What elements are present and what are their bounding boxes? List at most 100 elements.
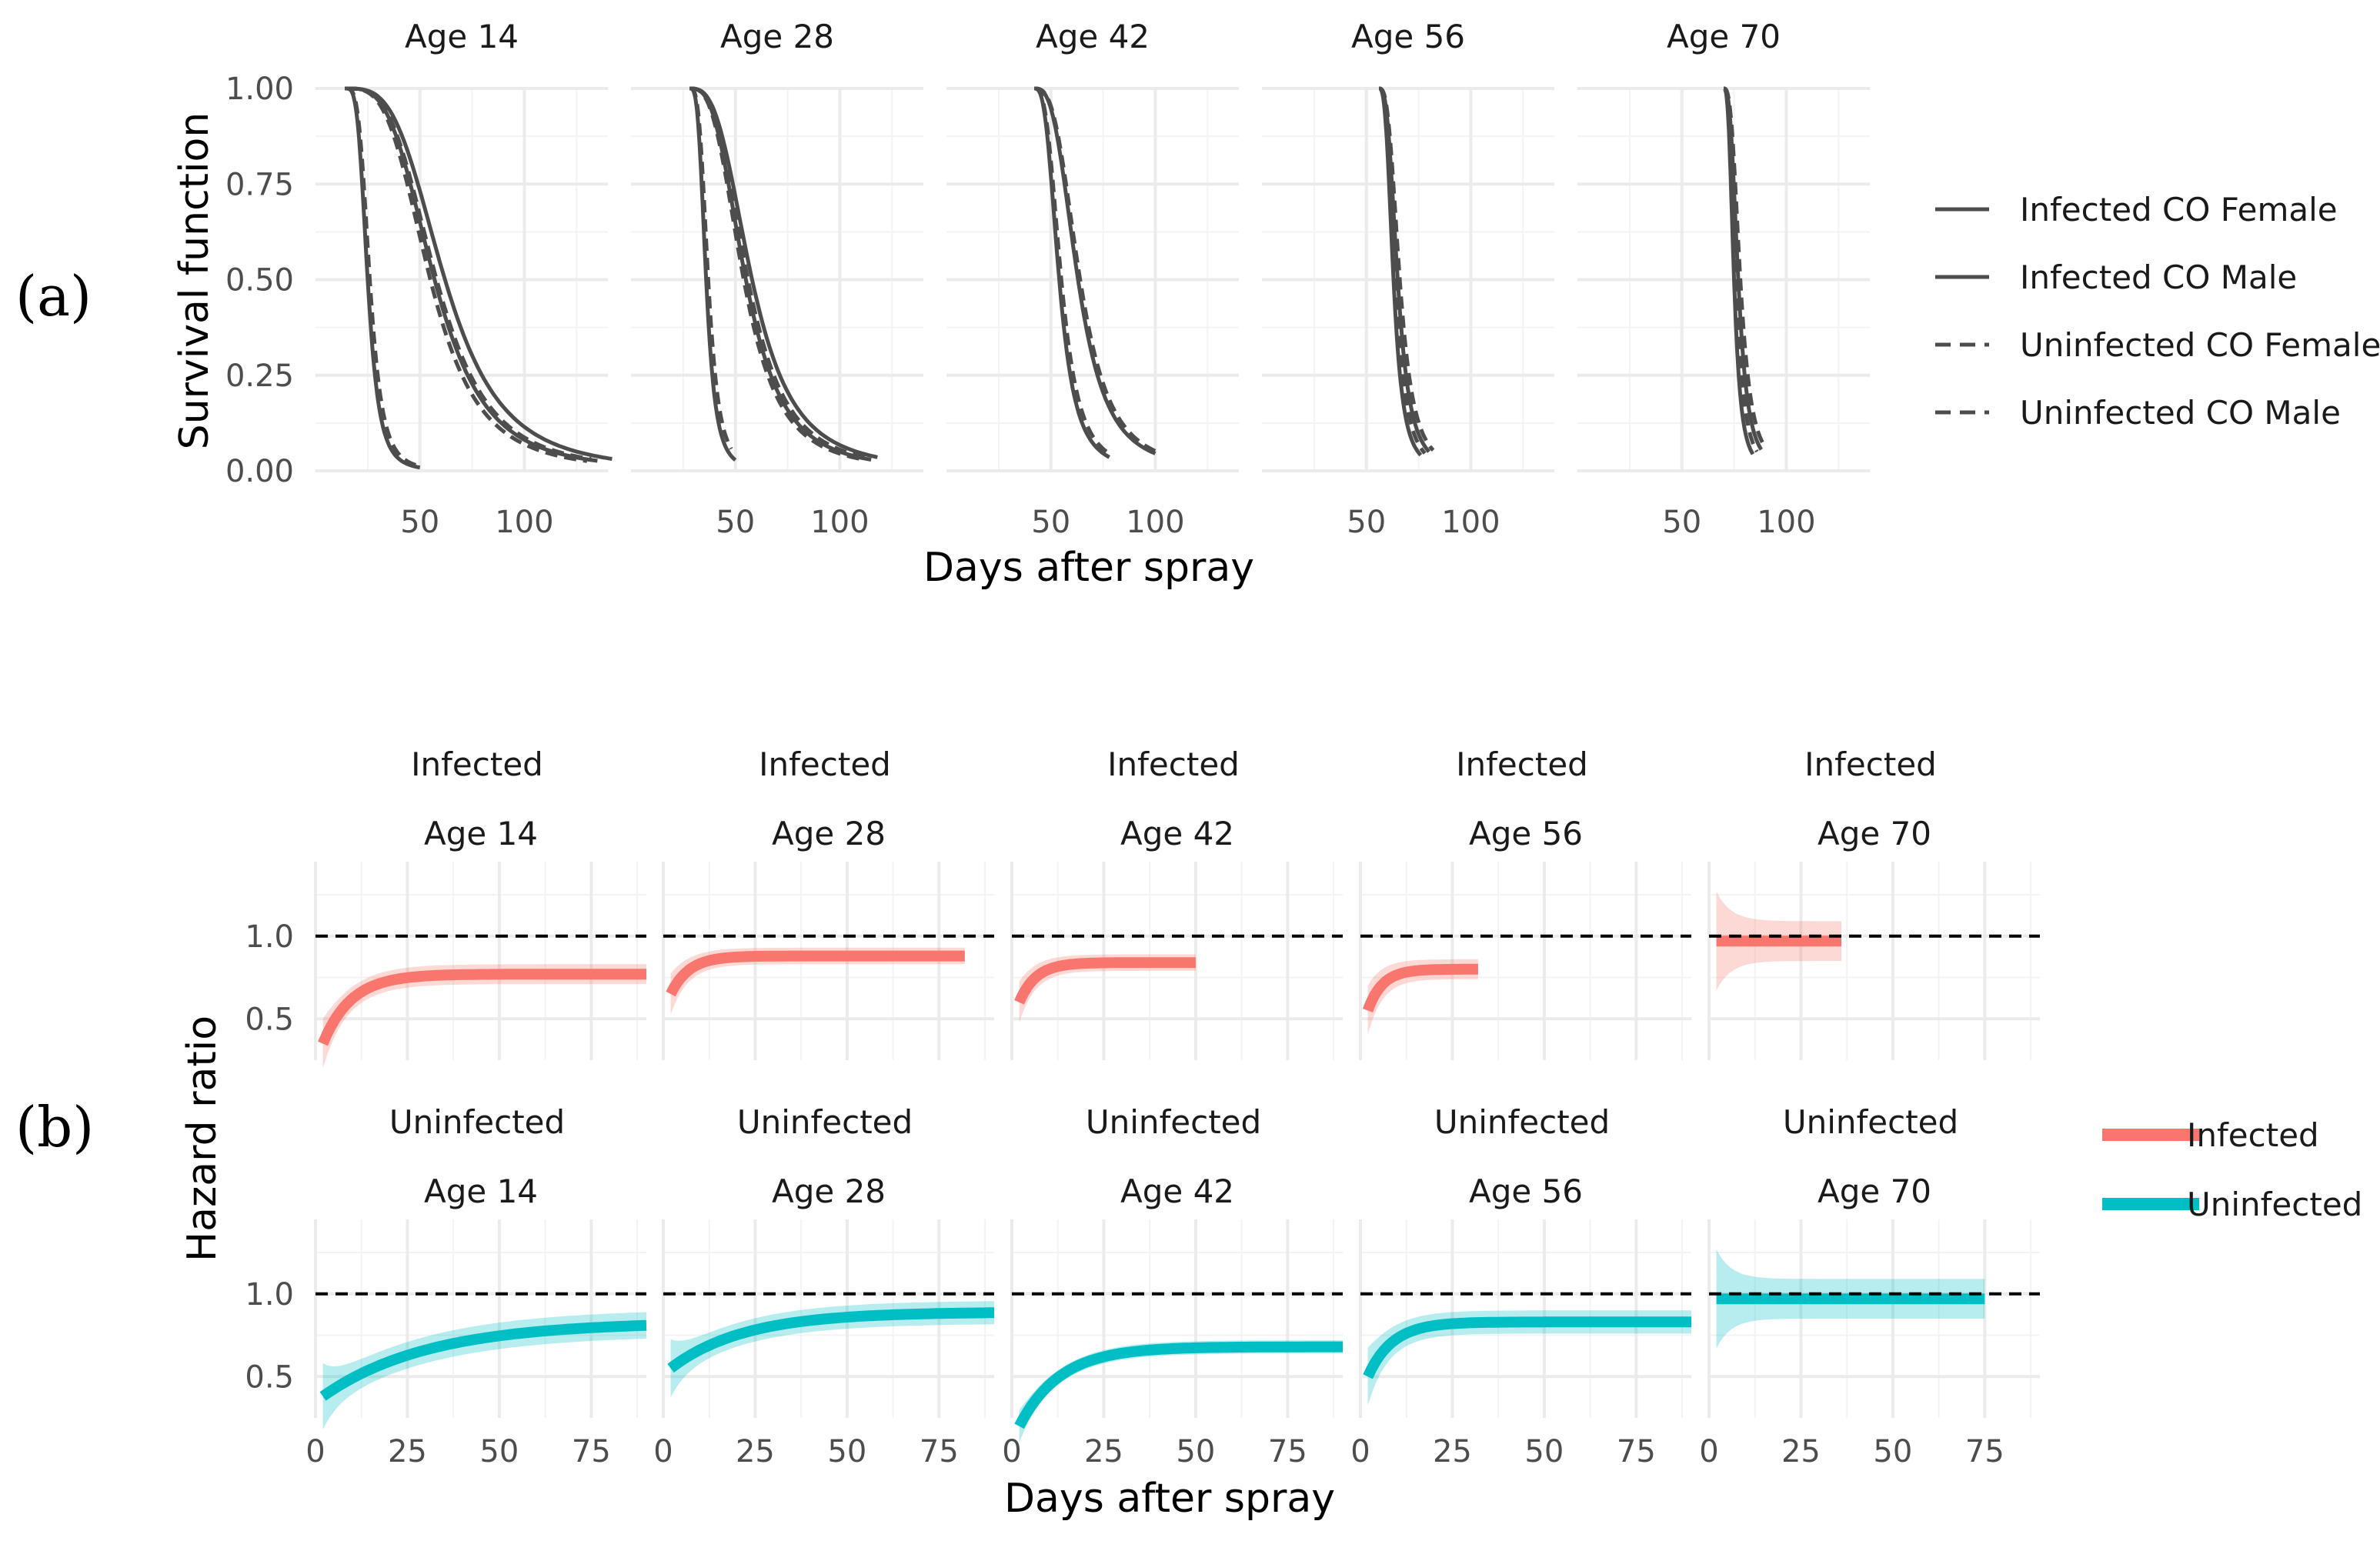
x-tick-label: 75 [1268,1434,1307,1469]
survival-curve [1034,86,1157,453]
facet-strip-age-label: Age 56 [1469,1172,1583,1210]
y-tick-label: 1.0 [245,1277,294,1313]
survival-curve [345,86,421,470]
x-tick-label: 25 [388,1434,427,1469]
facet-strip-group-label: Uninfected [737,1103,913,1141]
survival-facet: Age 70 50 100 [1577,18,1870,540]
y-tick-label: 0.5 [245,1359,294,1395]
hazard-facet: Infected Age 56 [1359,745,1691,1060]
confidence-band [670,947,965,1015]
hazard-facet: Uninfected Age 70 0 25 50 75 [1699,1103,2040,1469]
survival-curve [689,86,878,459]
y-tick-label: 1.0 [245,919,294,955]
survival-facet: Age 56 50 100 [1262,18,1554,540]
facet-strip-age-label: Age 14 [424,1172,538,1210]
panel-b-legend: Infected Uninfected [2102,1116,2362,1223]
facet-strip-age-label: Age 70 [1818,1172,1931,1210]
confidence-band [1019,1340,1343,1443]
confidence-band [670,1301,994,1398]
x-tick-label: 75 [920,1434,959,1469]
survival-curve [1723,86,1755,455]
hazard-facet: Uninfected Age 14 0 25 50 75 0.5 1.0 [245,1103,647,1469]
facet-strip-group-label: Infected [1107,745,1240,783]
facet-strip-group-label: Infected [1456,745,1588,783]
x-tick-label: 50 [1524,1434,1564,1469]
facet-strip-label: Age 56 [1351,18,1465,55]
survival-curve [1724,86,1767,449]
survival-curve [345,86,613,461]
x-tick-label: 50 [400,505,439,540]
survival-curve [689,86,862,462]
panel-a-x-axis-title: Days after spray [923,545,1254,591]
x-tick-label: 50 [1873,1434,1912,1469]
x-tick-label: 50 [479,1434,519,1469]
facet-strip-group-label: Infected [759,745,891,783]
survival-curve [1379,86,1427,455]
x-tick-label: 100 [495,505,553,540]
x-tick-label: 100 [1757,505,1815,540]
hazard-ratio-line [318,969,646,1046]
facet-strip-age-label: Age 42 [1120,1172,1234,1210]
legend-label: Infected CO Male [2020,259,2297,296]
facet-strip-group-label: Uninfected [1434,1103,1610,1141]
survival-curve [689,86,737,462]
legend-label: Uninfected CO Female [2020,326,2380,364]
hazard-facet: Uninfected Age 28 0 25 50 75 [653,1103,994,1469]
x-tick-label: 25 [1433,1434,1472,1469]
facet-strip-age-label: Age 70 [1818,815,1931,852]
x-tick-label: 0 [1002,1434,1021,1469]
hazard-ratio-line [1014,1341,1343,1429]
facet-strip-group-label: Uninfected [1086,1103,1261,1141]
survival-curve [1034,86,1111,455]
y-tick-label: 0.50 [225,263,294,299]
hazard-ratio-line [1014,957,1196,1005]
x-tick-label: 50 [827,1434,866,1469]
hazard-facet: Uninfected Age 56 0 25 50 75 [1350,1103,1691,1469]
panel-b-y-axis-title: Hazard ratio [179,1016,225,1262]
survival-facet: Age 14 50 100 [315,18,613,540]
y-tick-label: 0.25 [225,359,294,394]
facet-strip-label: Age 28 [720,18,834,55]
x-tick-label: 75 [1617,1434,1656,1469]
hazard-ratio-line [1363,1316,1691,1379]
legend-label: Infected CO Female [2020,191,2338,228]
x-tick-label: 0 [1699,1434,1718,1469]
hazard-ratio-line [1363,963,1478,1012]
survival-curve [1723,86,1759,453]
x-tick-label: 75 [572,1434,611,1469]
survival-curve [345,86,588,463]
legend-label: Uninfected [2187,1186,2362,1223]
x-tick-label: 25 [1781,1434,1821,1469]
survival-facet: Age 28 50 100 [631,18,923,540]
facet-strip-age-label: Age 28 [772,815,886,852]
facet-strip-age-label: Age 42 [1120,815,1234,852]
x-tick-label: 0 [1350,1434,1370,1469]
hazard-facet: Infected Age 14 0.5 1.0 [245,745,646,1069]
survival-curve [689,86,866,459]
panel-b-x-axis-title: Days after spray [1004,1476,1335,1522]
legend-label: Infected [2187,1116,2319,1154]
confidence-band [322,964,646,1069]
x-tick-label: 50 [1176,1434,1215,1469]
survival-curve [345,86,417,467]
y-tick-label: 1.00 [225,72,294,107]
confidence-band [322,1312,646,1429]
x-tick-label: 75 [1965,1434,2004,1469]
survival-curve [1379,86,1435,452]
hazard-ratio-line [319,1319,647,1401]
facet-strip-label: Age 42 [1036,18,1150,55]
x-tick-label: 25 [1084,1434,1123,1469]
survival-curve [1034,86,1110,459]
survival-curve [1379,86,1430,453]
facet-strip-age-label: Age 56 [1469,815,1583,852]
facet-strip-group-label: Infected [411,745,543,783]
x-tick-label: 50 [1662,505,1701,540]
x-tick-label: 50 [1347,505,1386,540]
panel-a-label: (a) [15,264,92,329]
hazard-facet: Infected Age 42 [1010,745,1343,1060]
hazard-facet: Infected Age 70 [1707,745,2040,1060]
panel-a-y-axis-title: Survival function [172,112,218,450]
hazard-ratio-line [667,1307,994,1373]
